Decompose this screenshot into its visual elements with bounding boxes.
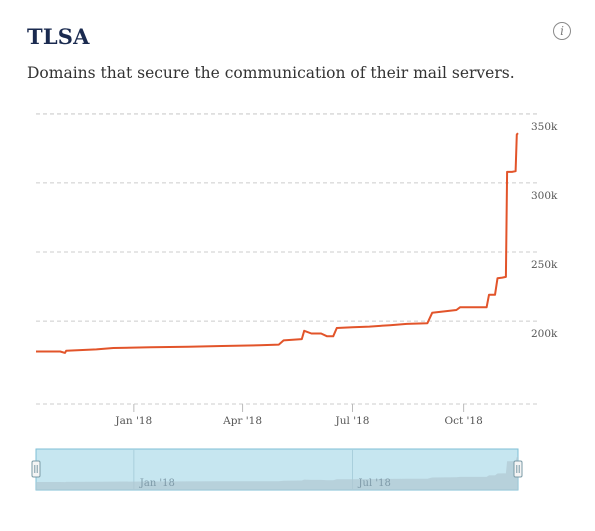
x-tick-label: Jan '18	[114, 415, 152, 427]
y-tick-label: 200k	[531, 328, 558, 340]
navigator-right-handle[interactable]	[513, 460, 523, 478]
navigator-label: Jan '18	[139, 478, 175, 489]
series-layer	[36, 132, 519, 354]
chart-subtitle: Domains that secure the communication of…	[27, 64, 515, 82]
grip-icon[interactable]	[513, 460, 523, 478]
y-tick-label: 300k	[531, 190, 558, 202]
chart-title: TLSA	[27, 24, 90, 49]
range-navigator[interactable]: Jan '18 Jul '18	[31, 448, 523, 491]
y-tick-label: 250k	[531, 259, 558, 271]
grip-icon[interactable]	[31, 460, 41, 478]
gridlines	[36, 113, 540, 405]
x-tick-label: Oct '18	[444, 415, 482, 427]
navigator-labels: Jan '18 Jul '18	[139, 478, 391, 489]
x-tick-label: Apr '18	[222, 415, 262, 427]
navigator-label: Jul '18	[358, 478, 391, 489]
y-tick-label: 350k	[531, 121, 558, 133]
navigator-left-handle[interactable]	[31, 460, 41, 478]
info-icon[interactable]: i	[553, 22, 571, 40]
series-line	[36, 132, 519, 354]
x-axis: Jan '18 Apr '18 Jul '18 Oct '18	[114, 404, 483, 427]
y-axis-tick-labels: 200k 250k 300k 350k	[531, 121, 558, 340]
x-tick-label: Jul '18	[335, 415, 370, 427]
navigator-area	[36, 456, 518, 490]
